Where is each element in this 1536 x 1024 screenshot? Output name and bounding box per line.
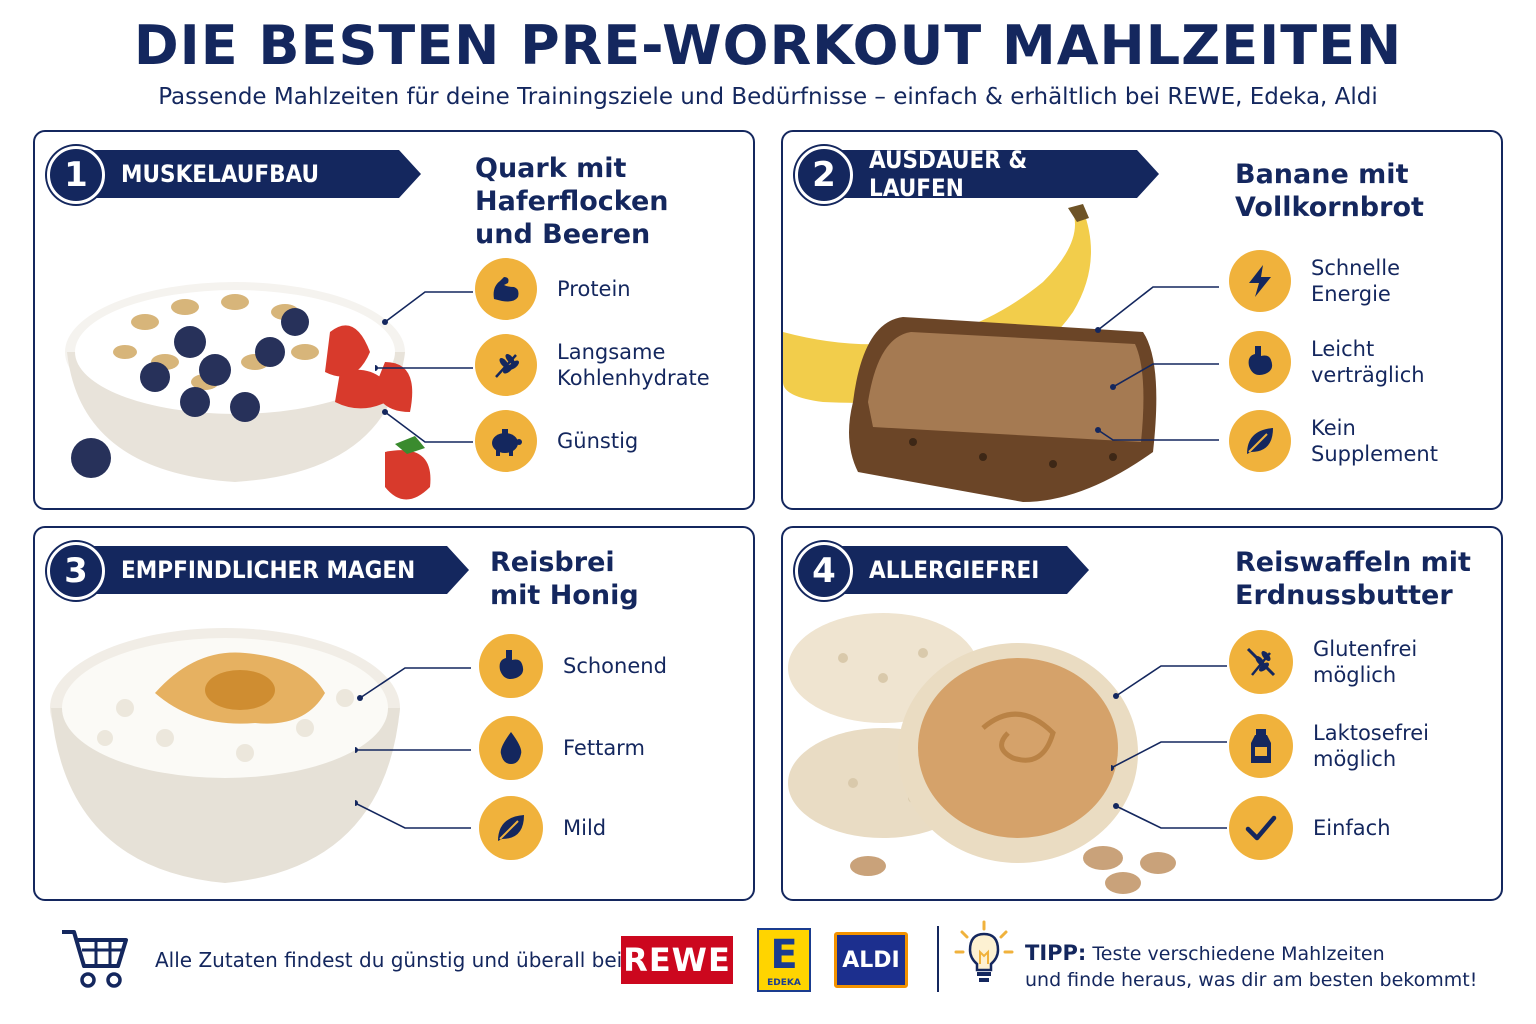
edeka-wordmark: EDEKA bbox=[767, 978, 801, 988]
rice-cakes-peanut-butter-image bbox=[788, 613, 1176, 894]
feature-laktosefrei: Laktosefrei möglich bbox=[1229, 714, 1429, 778]
meal-card-ausdauer: 2 AUSDAUER & LAUFEN Banane mit Vollkornb… bbox=[781, 130, 1503, 510]
feature-label: Günstig bbox=[557, 429, 639, 453]
feature-protein: Protein bbox=[475, 258, 631, 320]
category-banner: ALLERGIEFREI bbox=[839, 546, 1089, 594]
aldi-logo: ALDI bbox=[834, 932, 908, 988]
stomach-icon bbox=[1229, 331, 1291, 393]
leader-lines bbox=[375, 291, 473, 443]
feature-label: Laktosefrei möglich bbox=[1313, 721, 1429, 771]
leader-lines bbox=[355, 667, 471, 829]
meal-card-muskelaufbau: 1 MUSKELAUFBAU Quark mit Haferflocken un… bbox=[33, 130, 755, 510]
drop-icon bbox=[479, 716, 543, 780]
category-banner: EMPFINDLICHER MAGEN bbox=[91, 546, 469, 594]
banana-bread-image bbox=[783, 204, 1157, 502]
quark-bowl-image bbox=[65, 282, 413, 482]
no-gluten-icon bbox=[1229, 630, 1293, 694]
feature-label: Schonend bbox=[563, 654, 667, 678]
rice-pudding-bowl-image bbox=[50, 628, 400, 883]
meal-title: Quark mit Haferflocken und Beeren bbox=[475, 153, 669, 250]
checkmark-icon bbox=[1229, 796, 1293, 860]
flexed-arm-icon bbox=[475, 258, 537, 320]
footer-divider bbox=[937, 926, 939, 992]
tip-line-2: und finde heraus, was dir am besten beko… bbox=[1025, 969, 1478, 991]
edeka-letter: E bbox=[770, 932, 798, 978]
feature-einfach: Einfach bbox=[1229, 796, 1391, 860]
milk-bottle-icon bbox=[1229, 714, 1293, 778]
leader-lines bbox=[1095, 286, 1219, 441]
meal-title: Banane mit Vollkornbrot bbox=[1235, 159, 1424, 223]
feature-leicht-vertraeglich: Leicht verträglich bbox=[1229, 331, 1425, 393]
feature-glutenfrei: Glutenfrei möglich bbox=[1229, 630, 1417, 694]
card-number: 3 bbox=[47, 542, 105, 600]
feature-label: Schnelle Energie bbox=[1311, 256, 1401, 306]
meal-title: Reiswaffeln mit Erdnussbutter bbox=[1235, 547, 1471, 611]
leaf-icon bbox=[479, 796, 543, 860]
leaf-icon bbox=[1229, 410, 1291, 472]
feature-label: Leicht verträglich bbox=[1311, 337, 1425, 387]
shopping-cart-icon bbox=[62, 930, 128, 988]
feature-label: Einfach bbox=[1313, 816, 1391, 840]
tip-label: TIPP: bbox=[1025, 941, 1087, 965]
meal-title: Reisbrei mit Honig bbox=[490, 547, 639, 611]
meal-card-allergiefrei: 4 ALLERGIEFREI Reiswaffeln mit Erdnussbu… bbox=[781, 526, 1503, 901]
lightning-icon bbox=[1229, 250, 1291, 312]
feature-label: Mild bbox=[563, 816, 607, 840]
piggy-bank-icon bbox=[475, 410, 537, 472]
card-number: 1 bbox=[47, 146, 105, 204]
edeka-logo: E EDEKA bbox=[757, 928, 811, 992]
feature-label: Glutenfrei möglich bbox=[1313, 637, 1418, 687]
feature-mild: Mild bbox=[479, 796, 606, 860]
feature-kein-supplement: Kein Supplement bbox=[1229, 410, 1438, 472]
category-banner: AUSDAUER & LAUFEN bbox=[839, 150, 1159, 198]
card-number: 2 bbox=[795, 146, 853, 204]
rewe-logo: REWE bbox=[621, 936, 733, 984]
tip-line-1: Teste verschiedene Mahlzeiten bbox=[1092, 943, 1385, 965]
page-subtitle: Passende Mahlzeiten für deine Trainingsz… bbox=[158, 84, 1378, 110]
feature-guenstig: Günstig bbox=[475, 410, 638, 472]
feature-schonend: Schonend bbox=[479, 634, 667, 698]
feature-fettarm: Fettarm bbox=[479, 716, 645, 780]
leader-lines bbox=[1111, 665, 1227, 829]
berries-decoration bbox=[71, 436, 431, 500]
feature-label: Fettarm bbox=[563, 736, 645, 760]
feature-schnelle-energie: Schnelle Energie bbox=[1229, 250, 1400, 312]
feature-label: Protein bbox=[557, 277, 631, 301]
footer-text: Alle Zutaten findest du günstig und über… bbox=[155, 948, 623, 972]
category-banner: MUSKELAUFBAU bbox=[91, 150, 421, 198]
meal-card-empfindlicher-magen: 3 EMPFINDLICHER MAGEN Reisbrei mit Honig… bbox=[33, 526, 755, 901]
grain-icon bbox=[475, 334, 537, 396]
feature-label: Langsame Kohlenhydrate bbox=[557, 340, 710, 390]
lightbulb-icon bbox=[954, 920, 1014, 982]
card-number: 4 bbox=[795, 542, 853, 600]
feature-label: Kein Supplement bbox=[1311, 416, 1438, 466]
page-title: DIE BESTEN PRE-WORKOUT MAHLZEITEN bbox=[133, 14, 1403, 77]
stomach-icon bbox=[479, 634, 543, 698]
tip-text: TIPP: Teste verschiedene Mahlzeiten und … bbox=[1025, 940, 1477, 993]
feature-langsame-kohlenhydrate: Langsame Kohlenhydrate bbox=[475, 334, 710, 396]
